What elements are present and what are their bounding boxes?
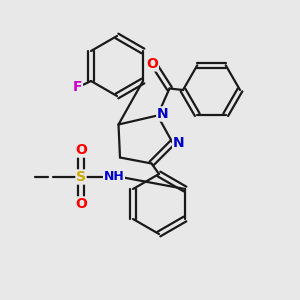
Text: S: S bbox=[76, 170, 86, 184]
Text: O: O bbox=[75, 197, 87, 211]
Text: N: N bbox=[157, 107, 168, 121]
Text: O: O bbox=[146, 57, 158, 71]
Text: NH: NH bbox=[103, 170, 124, 184]
Text: O: O bbox=[75, 143, 87, 157]
Text: N: N bbox=[173, 136, 184, 150]
Text: F: F bbox=[73, 80, 82, 94]
